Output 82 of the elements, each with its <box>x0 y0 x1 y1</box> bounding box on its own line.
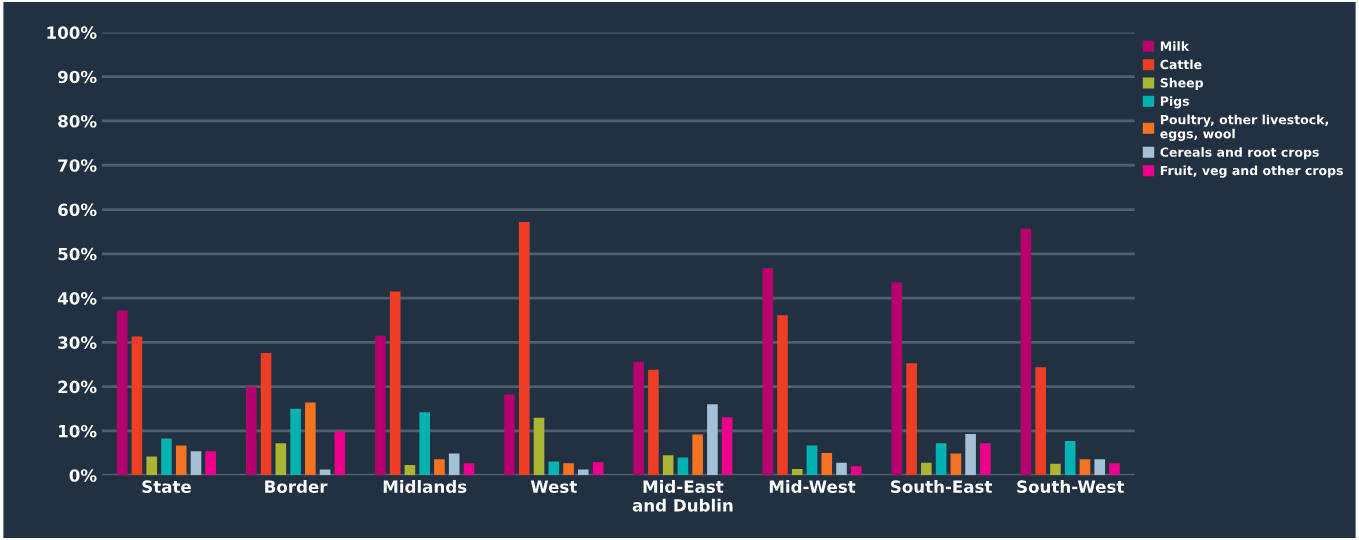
bar <box>448 453 460 476</box>
x-tick-label: Midlands <box>383 480 467 493</box>
bar <box>906 363 917 476</box>
bar <box>389 291 401 476</box>
bar <box>404 465 416 476</box>
x-tick-label: State <box>142 480 191 493</box>
bar <box>319 469 331 476</box>
y-tick-label: 20% <box>58 380 97 394</box>
y-tick-label: 50% <box>58 247 97 261</box>
bar <box>260 352 272 476</box>
bar <box>692 434 703 476</box>
bar <box>1094 459 1106 476</box>
bar <box>577 469 589 476</box>
y-tick-label: 0% <box>69 469 97 482</box>
bar <box>175 445 187 476</box>
bar <box>950 453 962 476</box>
bar <box>190 451 202 476</box>
bar <box>205 451 217 476</box>
bar <box>290 408 301 476</box>
bar <box>791 469 803 476</box>
x-tick-label: Mid-East and Dublin <box>632 480 733 512</box>
bar <box>1050 463 1061 476</box>
x-tick-label: South-West <box>1017 480 1124 493</box>
bar <box>707 404 718 476</box>
bar <box>246 386 257 476</box>
bar <box>806 445 818 476</box>
x-tick-label: West <box>530 480 577 493</box>
legend-label: Sheep <box>1160 77 1204 90</box>
bar <box>146 456 158 476</box>
bar <box>1020 228 1032 476</box>
legend-label: Cattle <box>1160 59 1202 70</box>
bar <box>434 459 445 476</box>
bar <box>419 412 430 476</box>
bar <box>662 455 674 476</box>
legend-label: Poultry, other livestock, eggs, wool <box>1160 114 1328 141</box>
legend-label: Fruit, veg and other crops <box>1160 165 1343 178</box>
y-tick-label: 90% <box>58 70 97 84</box>
bar <box>965 434 976 476</box>
bar <box>161 438 172 476</box>
bar <box>891 282 903 476</box>
bar <box>463 463 475 476</box>
legend-label: Cereals and root crops <box>1160 147 1319 160</box>
bar <box>1079 459 1091 476</box>
bar <box>116 310 128 476</box>
bar <box>821 453 833 476</box>
bar <box>592 462 604 476</box>
bar <box>921 462 932 476</box>
bar <box>1109 463 1120 476</box>
bar <box>131 336 143 476</box>
y-tick-label: 70% <box>58 159 97 172</box>
bar <box>836 462 847 476</box>
bar <box>677 457 689 476</box>
bar <box>721 417 733 476</box>
bar <box>504 394 515 476</box>
bar <box>375 335 386 476</box>
bar <box>850 466 862 476</box>
x-tick-label: Mid-West <box>769 480 856 493</box>
bar <box>548 461 560 476</box>
bar <box>935 443 947 476</box>
y-tick-label: 100% <box>47 26 97 39</box>
x-tick-label: Border <box>265 480 328 493</box>
bar <box>533 417 545 476</box>
x-tick-label: South-East <box>891 480 993 493</box>
y-tick-label: 30% <box>58 336 97 349</box>
legend-label: Pigs <box>1160 96 1190 109</box>
bar <box>1064 441 1076 476</box>
y-tick-label: 40% <box>57 292 97 305</box>
bar <box>305 402 316 476</box>
bar <box>275 443 287 476</box>
bar <box>980 443 991 476</box>
bar <box>633 361 644 476</box>
y-tick-label: 80% <box>58 114 97 128</box>
bar <box>1035 367 1047 476</box>
y-tick-label: 60% <box>58 203 97 217</box>
y-tick-label: 10% <box>59 424 97 438</box>
bar <box>648 369 659 476</box>
bar <box>334 431 346 476</box>
bar <box>563 463 574 476</box>
bar <box>762 267 774 476</box>
bar <box>777 315 788 476</box>
legend-label: Milk <box>1160 41 1190 51</box>
bar <box>518 221 530 476</box>
